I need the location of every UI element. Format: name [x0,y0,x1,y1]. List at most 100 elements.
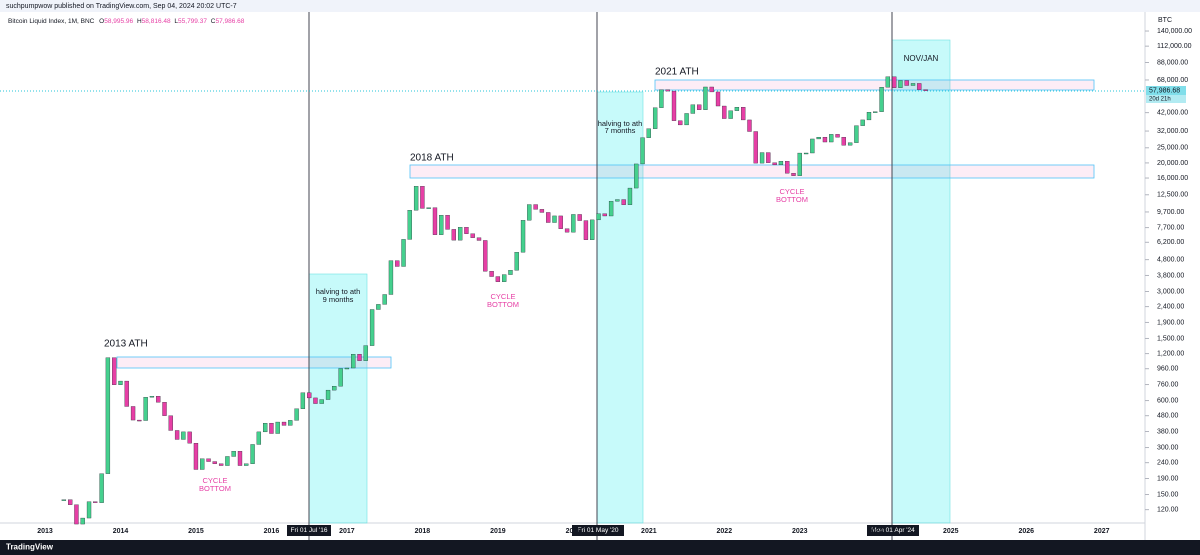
y-tick-label: 1,200.00 [1157,350,1184,357]
annotation: BOTTOM [487,300,519,309]
candle [357,354,362,361]
y-tick-label: 68,000.00 [1157,77,1188,84]
candle [583,220,589,240]
candle [451,229,457,241]
candle [684,113,689,126]
y-tick-label: 960.00 [1157,366,1179,373]
candle [470,233,475,238]
x-tick-label: 2013 [37,528,53,535]
y-tick-label: 112,000.00 [1157,43,1192,50]
candles [61,76,928,525]
candle [533,204,538,210]
candle [646,128,651,138]
candle [275,421,280,434]
candle [369,309,375,346]
candle [413,186,419,211]
candle [810,138,815,154]
y-tick-label: 25,000.00 [1157,145,1188,152]
candle [489,271,494,277]
candle [445,215,450,230]
candle [854,125,859,143]
y-tick-label: 760.00 [1157,381,1179,388]
candle [162,402,167,416]
candle [892,76,897,88]
crosshair-box [867,525,919,536]
x-tick-label: 2026 [1018,528,1034,535]
y-tick-label: 380.00 [1157,428,1179,435]
candle [457,227,463,241]
candle [835,134,840,138]
candle [539,209,545,213]
y-tick-label: 3,000.00 [1157,288,1184,295]
legend-value: 58,995.96 [104,18,133,25]
candle [508,270,513,275]
candle [325,389,331,400]
candle [596,213,601,221]
x-tick-label: 2018 [415,528,431,535]
candle [137,419,142,422]
annotation: CYCLE [202,476,227,485]
y-tick-label: 20,000.00 [1157,160,1188,167]
candle [753,131,758,164]
annotation: CYCLE [779,187,804,196]
candle [778,161,784,166]
candle [690,104,696,114]
annotation: NOV/JAN [904,54,939,63]
candle [86,501,92,519]
candle [495,276,501,282]
candle [156,396,161,403]
footer-bar [0,540,1200,555]
candle [218,463,224,466]
candle [269,422,274,434]
candle [709,86,714,93]
crosshair-label: Fri 01 May '20 [578,527,619,534]
candle [426,207,431,209]
candle [187,431,192,444]
crosshair-box [572,525,624,536]
y-tick-label: 4,800.00 [1157,256,1184,263]
candle [703,86,708,110]
price-label-box [1146,86,1186,95]
candle [608,201,614,217]
candle [564,228,570,233]
halving-zone [596,91,644,524]
candle [766,152,771,163]
candle [420,186,425,209]
candle [866,112,872,121]
y-tick-label: 6,200.00 [1157,239,1184,246]
y-tick-label: 7,700.00 [1157,224,1184,231]
candle [829,134,834,143]
y-tick-label: 190.00 [1157,475,1179,482]
legend-value: 57,986.68 [215,18,244,25]
candle [527,204,532,221]
candle [80,517,85,525]
candle [332,386,337,391]
y-tick-label: 88,000.00 [1157,59,1188,66]
candle [206,458,211,462]
x-tick-label: 2020 [566,528,582,535]
candle [904,80,909,86]
candle [256,431,262,445]
candle [351,354,356,369]
y-tick-label: 16,000.00 [1157,175,1188,182]
candle [143,397,148,421]
candle [879,87,884,112]
x-tick-label: 2014 [113,528,129,535]
candle [785,161,790,174]
candle [407,210,412,240]
candle [124,380,129,407]
candle [319,399,324,404]
legend-key: O [99,18,104,25]
level-box [116,356,392,369]
candle [250,444,255,464]
candle [382,294,387,305]
annotation: BOTTOM [776,195,808,204]
candle [395,260,400,267]
y-tick-label: 1,500.00 [1157,335,1184,342]
countdown: 20d 21h [1149,97,1171,103]
candle [697,104,702,110]
candle [262,422,268,433]
y-tick-label: 600.00 [1157,397,1179,404]
candle [558,215,563,229]
